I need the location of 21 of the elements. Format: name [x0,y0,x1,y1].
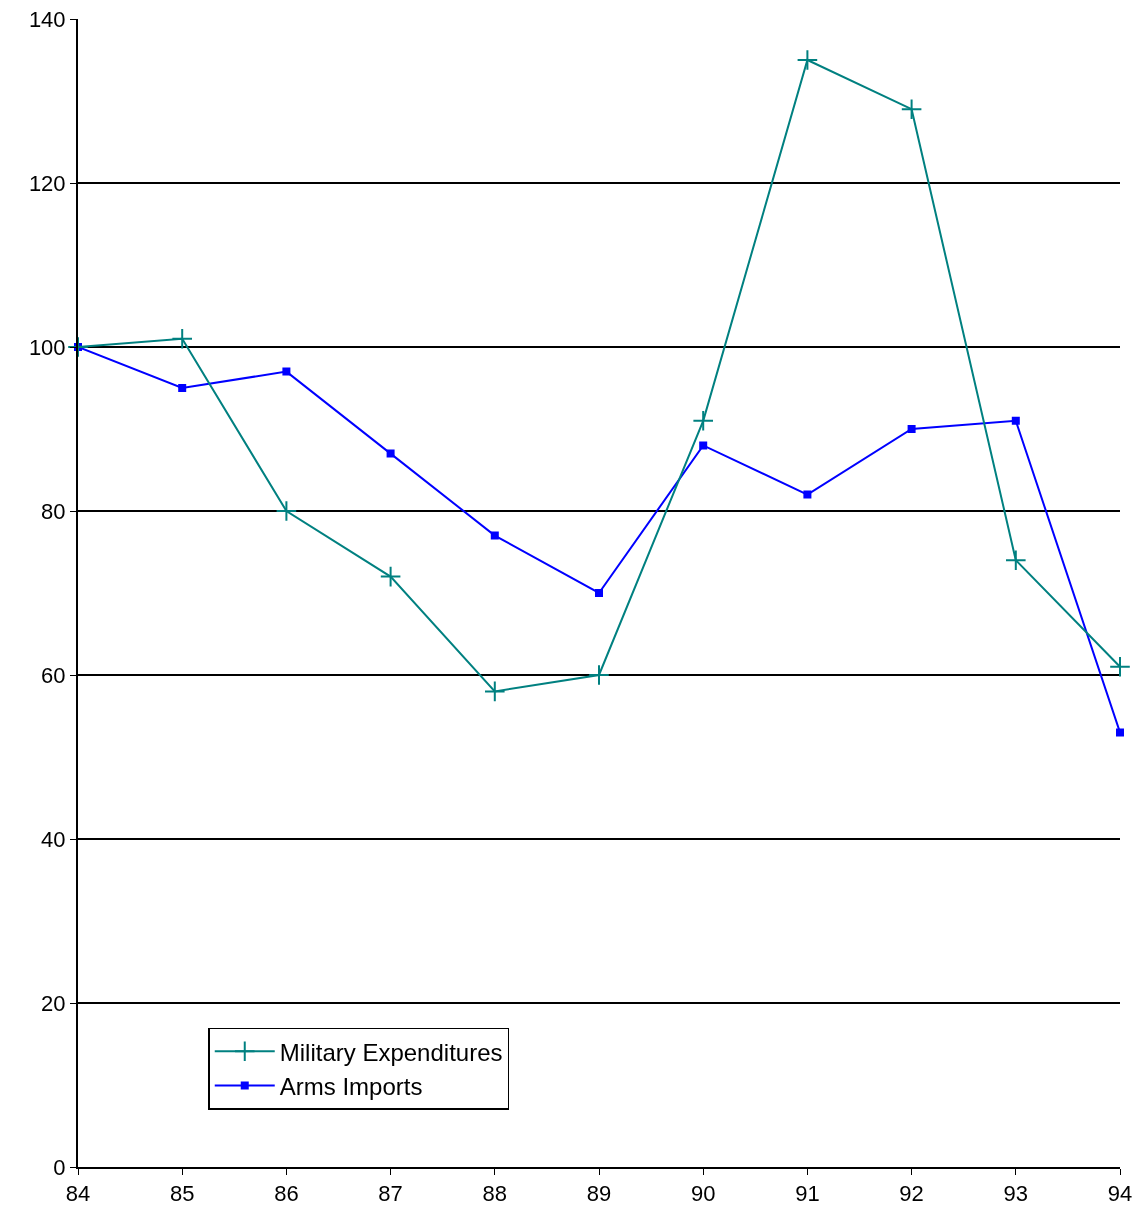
x-tick-label: 87 [378,1181,403,1207]
x-tick-label: 94 [1107,1181,1133,1207]
x-tick-label: 85 [169,1181,195,1207]
x-tick-label: 93 [1003,1181,1029,1207]
x-tick-label: 91 [795,1181,820,1207]
y-tick-label: 0 [53,1154,66,1180]
x-tick-label: 84 [65,1181,91,1207]
y-tick-label: 20 [41,990,66,1016]
y-tick-label: 80 [41,498,66,524]
x-tick-label: 86 [274,1181,299,1207]
x-tick-label: 90 [690,1181,716,1207]
legend-label: Arms Imports [279,1072,423,1100]
y-tick-label: 120 [28,170,66,196]
y-tick-label: 60 [41,662,66,688]
x-tick-label: 88 [482,1181,508,1207]
y-tick-label: 100 [28,334,66,360]
y-tick-label: 140 [28,6,66,32]
legend-label: Military Expenditures [279,1038,503,1066]
y-tick-label: 40 [41,826,66,852]
x-tick-label: 92 [899,1181,924,1207]
x-tick-label: 89 [586,1181,612,1207]
